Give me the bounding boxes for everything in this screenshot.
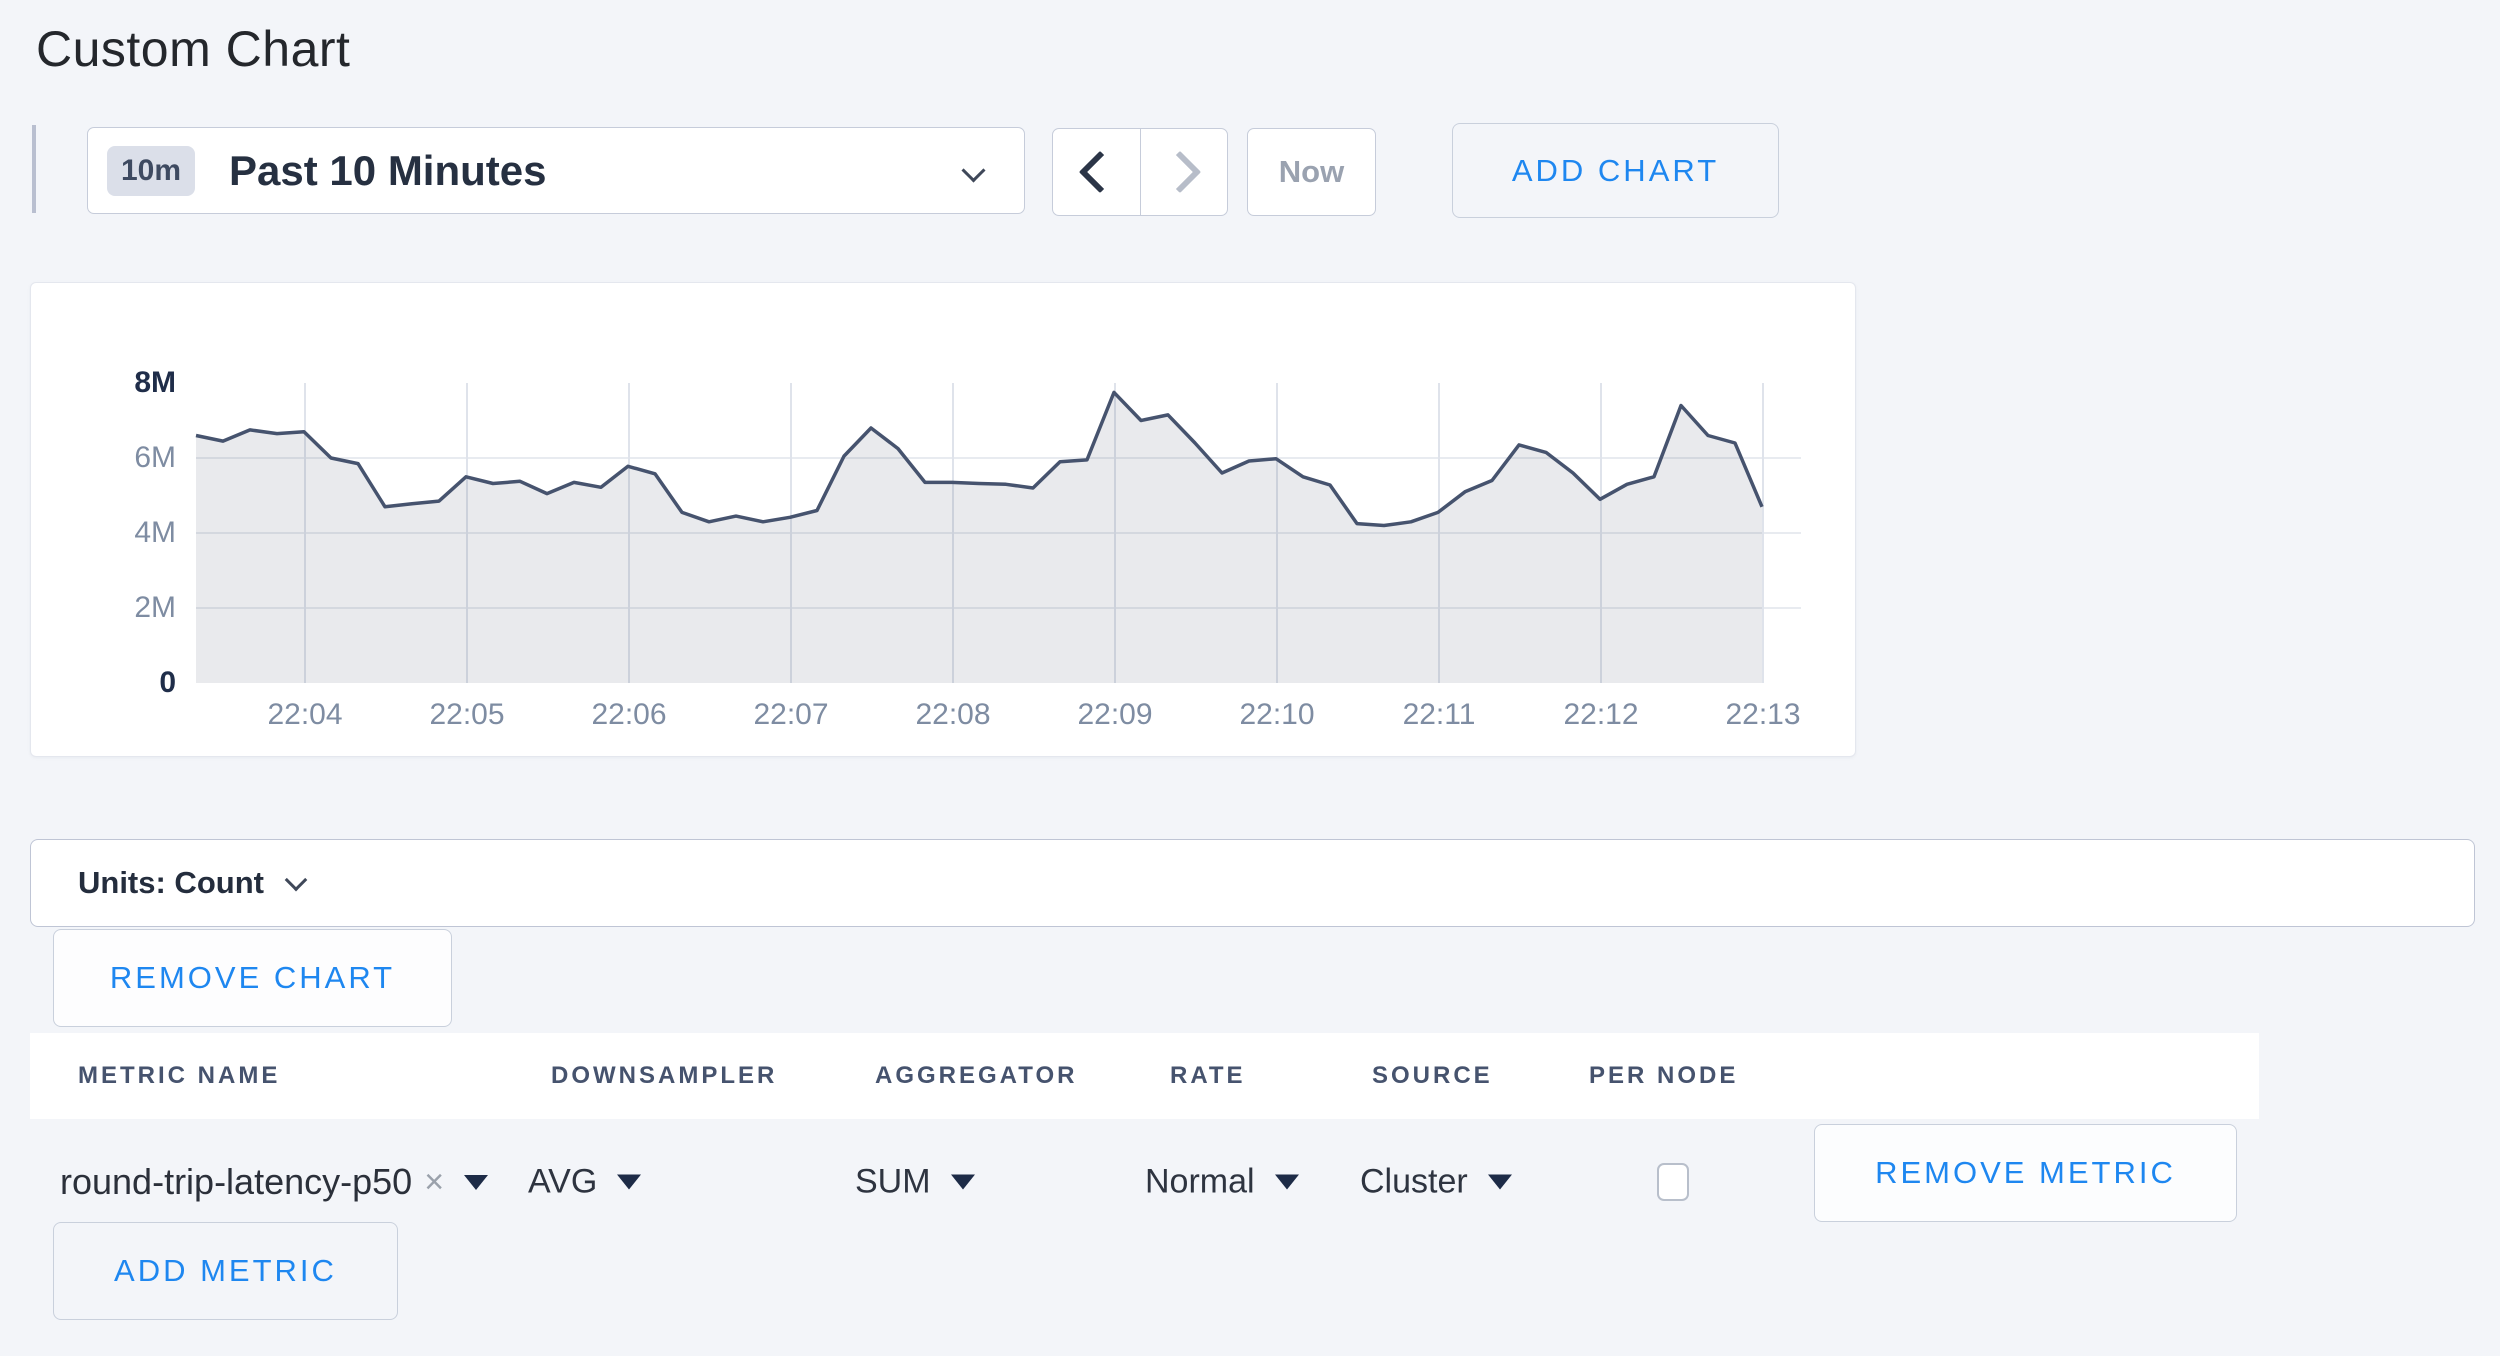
now-button[interactable]: Now (1247, 128, 1376, 216)
column-header-rate: RATE (1170, 1062, 1246, 1089)
column-header-aggregator: AGGREGATOR (875, 1062, 1078, 1089)
x-axis-label: 22:08 (915, 698, 991, 731)
toolbar-accent-divider (32, 125, 36, 213)
x-axis-label: 22:04 (267, 698, 343, 731)
caret-down-icon (464, 1174, 489, 1190)
time-range-label: Past 10 Minutes (229, 146, 547, 194)
rate-dropdown[interactable]: Normal (1145, 1163, 1299, 1202)
aggregator-dropdown[interactable]: SUM (855, 1163, 975, 1202)
x-axis-label: 22:05 (429, 698, 505, 731)
downsampler-dropdown-value: AVG (528, 1162, 598, 1201)
aggregator-dropdown-value: SUM (855, 1162, 931, 1201)
x-axis-label: 22:10 (1239, 698, 1315, 731)
caret-down-icon (950, 1174, 975, 1190)
series-line (195, 390, 1764, 528)
metric-name-dropdown[interactable]: round-trip-latency-p50 × (60, 1161, 489, 1203)
chevron-down-icon (284, 868, 308, 892)
source-dropdown-value: Cluster (1360, 1162, 1468, 1201)
column-header-per-node: PER NODE (1589, 1062, 1739, 1089)
column-header-downsampler: DOWNSAMPLER (551, 1062, 778, 1089)
metrics-table-header: METRIC NAME DOWNSAMPLER AGGREGATOR RATE SOUR… (30, 1033, 2259, 1119)
column-header-metric-name: METRIC NAME (78, 1062, 281, 1089)
units-dropdown[interactable]: Units: Count (30, 839, 2475, 927)
rate-dropdown-value: Normal (1145, 1162, 1255, 1201)
remove-chart-button[interactable]: REMOVE CHART (53, 929, 452, 1027)
x-axis-label: 22:13 (1725, 698, 1801, 731)
time-range-badge: 10m (107, 145, 196, 196)
y-axis-label: 4M (134, 516, 176, 549)
chevron-down-icon (961, 158, 986, 183)
metrics-table-row: round-trip-latency-p50 × AVG SUM Normal Clust… (30, 1119, 2259, 1245)
y-axis-label: 0 (159, 666, 176, 699)
per-node-checkbox[interactable] (1657, 1163, 1689, 1201)
y-axis-label: 6M (134, 441, 176, 474)
units-label: Units: Count (78, 865, 264, 900)
time-pager (1052, 128, 1228, 216)
column-header-source: SOURCE (1372, 1062, 1493, 1089)
caret-down-icon (617, 1174, 642, 1190)
x-axis-label: 22:06 (591, 698, 667, 731)
series-area-fill (196, 392, 1762, 683)
chevron-right-icon (1158, 150, 1201, 194)
caret-down-icon (1487, 1174, 1512, 1190)
next-time-button[interactable] (1141, 129, 1228, 215)
add-chart-button[interactable]: ADD CHART (1452, 123, 1779, 218)
caret-down-icon (1274, 1174, 1299, 1190)
clear-metric-icon[interactable]: × (424, 1162, 445, 1201)
add-metric-button[interactable]: ADD METRIC (53, 1222, 398, 1320)
prev-time-button[interactable] (1053, 129, 1140, 215)
x-axis-label: 22:07 (753, 698, 829, 731)
chart-card: 0 2M 4M 6M 8M 22:04 22:05 22:06 22:07 22:08 22:09… (30, 282, 1856, 757)
x-axis-label: 22:11 (1402, 698, 1476, 731)
pager-divider (1139, 129, 1141, 215)
page-title: Custom Chart (36, 21, 351, 77)
remove-metric-button[interactable]: REMOVE METRIC (1814, 1124, 2237, 1222)
source-dropdown[interactable]: Cluster (1360, 1163, 1512, 1202)
x-axis-label: 22:09 (1077, 698, 1153, 731)
metric-name-dropdown-value: round-trip-latency-p50 (60, 1161, 413, 1202)
x-axis-label: 22:12 (1563, 698, 1639, 731)
time-range-dropdown[interactable]: 10m Past 10 Minutes (87, 127, 1025, 214)
area-chart (195, 383, 1801, 683)
chevron-left-icon (1079, 150, 1122, 194)
y-axis-label: 8M (134, 366, 176, 399)
downsampler-dropdown[interactable]: AVG (528, 1162, 642, 1202)
y-axis-label: 2M (134, 591, 176, 624)
